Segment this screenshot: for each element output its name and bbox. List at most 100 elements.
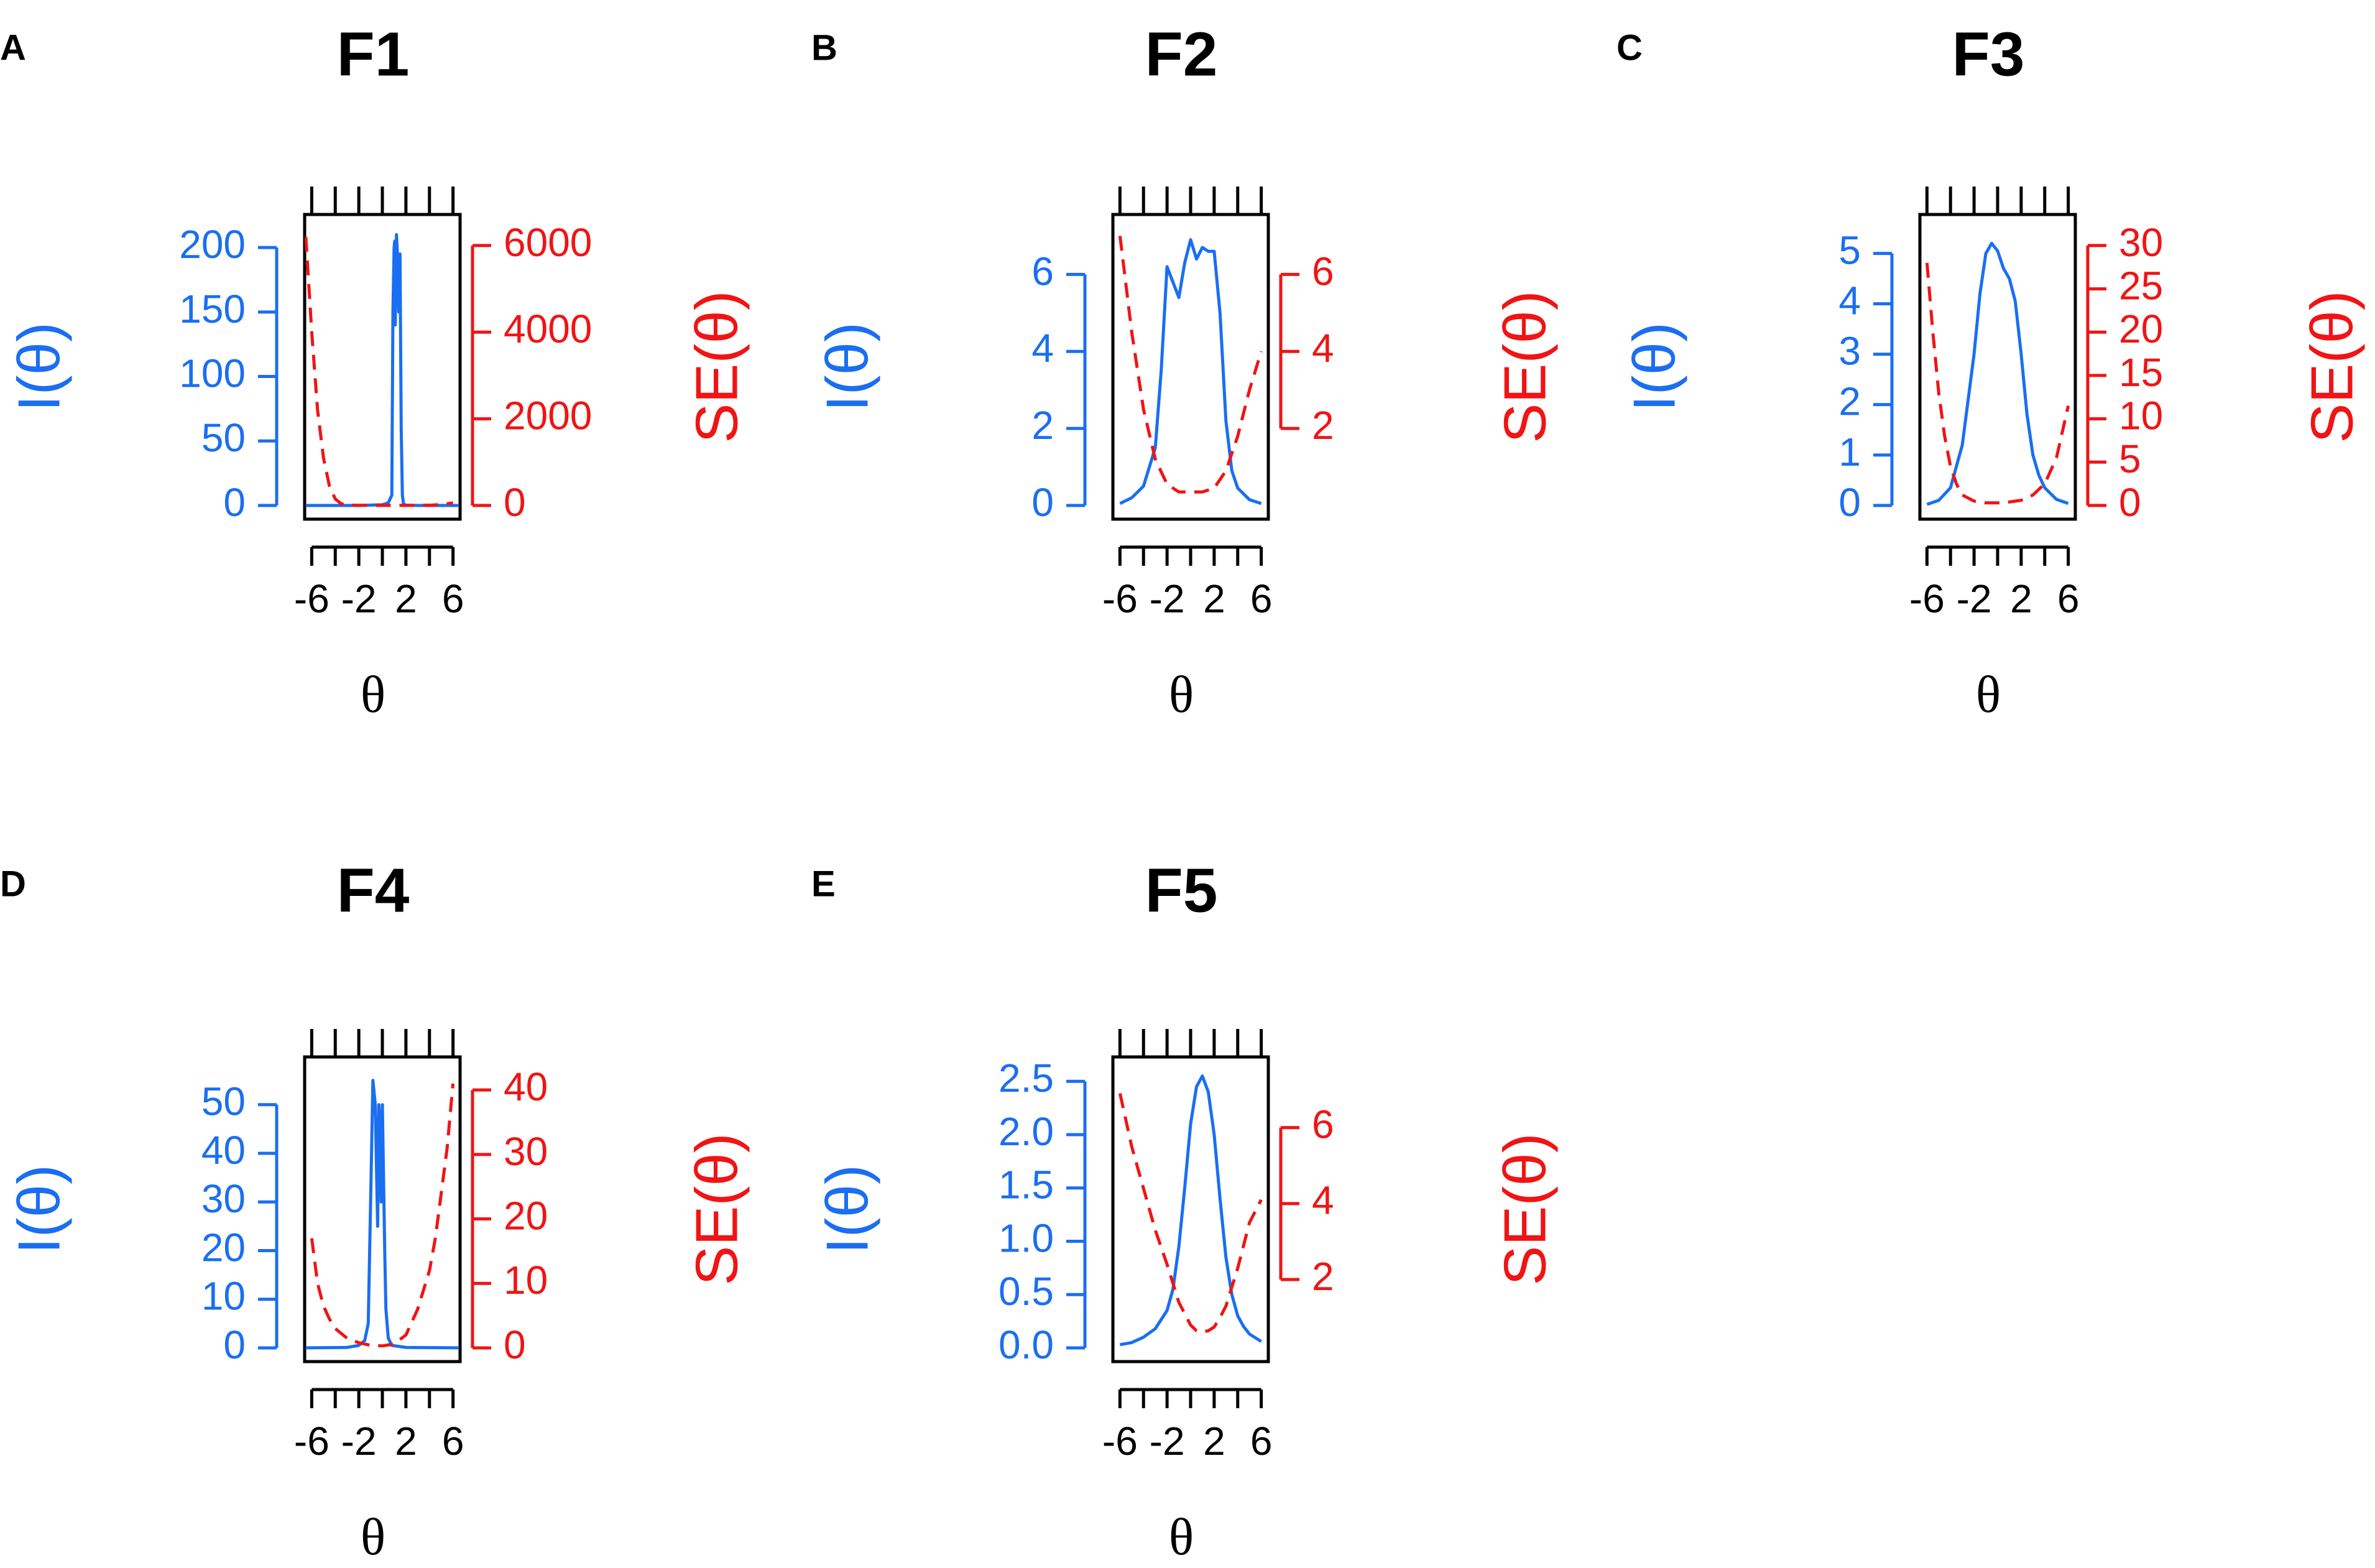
x-tick-label: 2 [1203, 576, 1225, 621]
series-information-curve [305, 1079, 459, 1350]
x-tick-label: 6 [442, 1419, 464, 1464]
y-left-tick-label: 1.0 [998, 1215, 1054, 1260]
y-right-tick-label: 20 [2119, 307, 2163, 351]
series-information-curve [1926, 241, 2069, 506]
y-left-tick-label: 50 [201, 415, 246, 460]
x-tick-label: -2 [1957, 576, 1992, 621]
y-right-tick-label: 30 [2119, 220, 2163, 265]
y-right-tick-label: 4 [1312, 326, 1334, 371]
y-right-tick-label: 40 [504, 1064, 548, 1109]
y-right-tick-label: 0 [504, 1322, 526, 1367]
y-right-tick-label: 15 [2119, 350, 2163, 395]
panel-letter: E [811, 864, 836, 905]
series-standard-error-curve [1925, 262, 2070, 505]
panel-letter: A [0, 28, 26, 68]
x-tick-label: -2 [1150, 1419, 1185, 1464]
y-right-axis-label: SE(θ) [1492, 290, 1558, 443]
y-left-tick-label: 1 [1838, 430, 1861, 474]
y-right-tick-label: 25 [2119, 263, 2163, 308]
y-right-tick-label: 2 [1312, 1254, 1334, 1299]
y-left-axis-label: I(θ) [6, 1164, 72, 1254]
panel-letter: D [0, 864, 26, 905]
series-information-curve [1119, 238, 1262, 505]
y-right-axis-label: SE(θ) [683, 290, 750, 443]
x-tick-label: 2 [395, 576, 417, 621]
y-left-tick-label: 2 [1031, 403, 1054, 448]
y-right-tick-label: 30 [504, 1129, 548, 1174]
chart-title: F3 [1952, 19, 2025, 89]
x-axis-label: θ [1169, 1508, 1194, 1566]
y-right-tick-label: 2000 [504, 394, 592, 438]
series-standard-error-curve [305, 236, 453, 507]
y-right-tick-label: 0 [2119, 480, 2141, 525]
y-left-tick-label: 5 [1838, 228, 1861, 272]
x-tick-label: 6 [1250, 576, 1273, 621]
y-left-tick-label: 0 [223, 480, 246, 525]
series-standard-error-curve [1118, 236, 1263, 494]
y-left-axis-label: I(θ) [814, 322, 880, 412]
series-information-curve [1119, 1074, 1262, 1347]
chart-title: F2 [1145, 19, 1218, 89]
y-left-axis-label: I(θ) [6, 322, 72, 412]
x-axis-label: θ [361, 666, 385, 724]
y-left-tick-label: 0.0 [998, 1322, 1054, 1367]
chart-title: F4 [337, 855, 410, 925]
y-right-tick-label: 0 [504, 480, 526, 525]
x-tick-label: 6 [1250, 1419, 1273, 1464]
y-left-tick-label: 0 [223, 1322, 246, 1367]
y-left-tick-label: 40 [201, 1128, 246, 1173]
y-right-axis-label: SE(θ) [1492, 1133, 1558, 1285]
x-tick-label: 6 [2057, 576, 2080, 621]
y-left-tick-label: 200 [179, 222, 246, 267]
y-left-tick-label: 150 [179, 287, 246, 331]
y-left-tick-label: 100 [179, 351, 246, 395]
x-tick-label: -2 [1150, 576, 1185, 621]
series-standard-error-curve [310, 1083, 455, 1348]
y-left-tick-label: 2 [1838, 379, 1861, 424]
x-tick-label: -2 [341, 576, 377, 621]
y-right-tick-label: 6 [1312, 1102, 1334, 1147]
y-right-tick-label: 10 [504, 1258, 548, 1303]
x-axis-label: θ [361, 1508, 385, 1566]
y-left-tick-label: 10 [201, 1274, 246, 1319]
panel-letter: B [811, 28, 837, 68]
x-tick-label: -6 [1102, 576, 1138, 621]
y-right-tick-label: 4 [1312, 1178, 1334, 1223]
x-tick-label: 6 [442, 576, 464, 621]
x-tick-label: -6 [1102, 1419, 1138, 1464]
y-left-axis-label: I(θ) [814, 1164, 880, 1254]
x-axis-label: θ [1976, 666, 2001, 724]
x-tick-label: 2 [2010, 576, 2032, 621]
y-left-tick-label: 2.0 [998, 1109, 1054, 1154]
x-tick-label: -2 [341, 1419, 377, 1464]
y-right-tick-label: 2 [1312, 403, 1334, 448]
series-standard-error-curve [1118, 1093, 1263, 1334]
panel-letter: C [1616, 28, 1643, 68]
y-left-tick-label: 0.5 [998, 1269, 1054, 1314]
y-left-tick-label: 2.5 [998, 1056, 1054, 1100]
chart-title: F5 [1145, 855, 1218, 925]
plot-frame [1918, 213, 2077, 521]
x-tick-label: -6 [294, 576, 330, 621]
y-right-tick-label: 6000 [504, 220, 592, 265]
y-left-tick-label: 20 [201, 1225, 246, 1270]
y-left-tick-label: 6 [1031, 249, 1054, 293]
y-right-tick-label: 6 [1312, 249, 1334, 293]
x-tick-label: 2 [1203, 1419, 1225, 1464]
y-left-tick-label: 50 [201, 1079, 246, 1124]
y-left-tick-label: 30 [201, 1176, 246, 1221]
y-right-tick-label: 10 [2119, 394, 2163, 438]
x-axis-label: θ [1169, 666, 1194, 724]
y-left-tick-label: 0 [1031, 480, 1054, 525]
y-left-tick-label: 4 [1838, 279, 1861, 323]
y-right-tick-label: 4000 [504, 307, 592, 351]
y-left-tick-label: 0 [1838, 480, 1861, 525]
x-tick-label: -6 [1909, 576, 1945, 621]
y-right-axis-label: SE(θ) [683, 1133, 750, 1285]
x-tick-label: 2 [395, 1419, 417, 1464]
x-tick-label: -6 [294, 1419, 330, 1464]
